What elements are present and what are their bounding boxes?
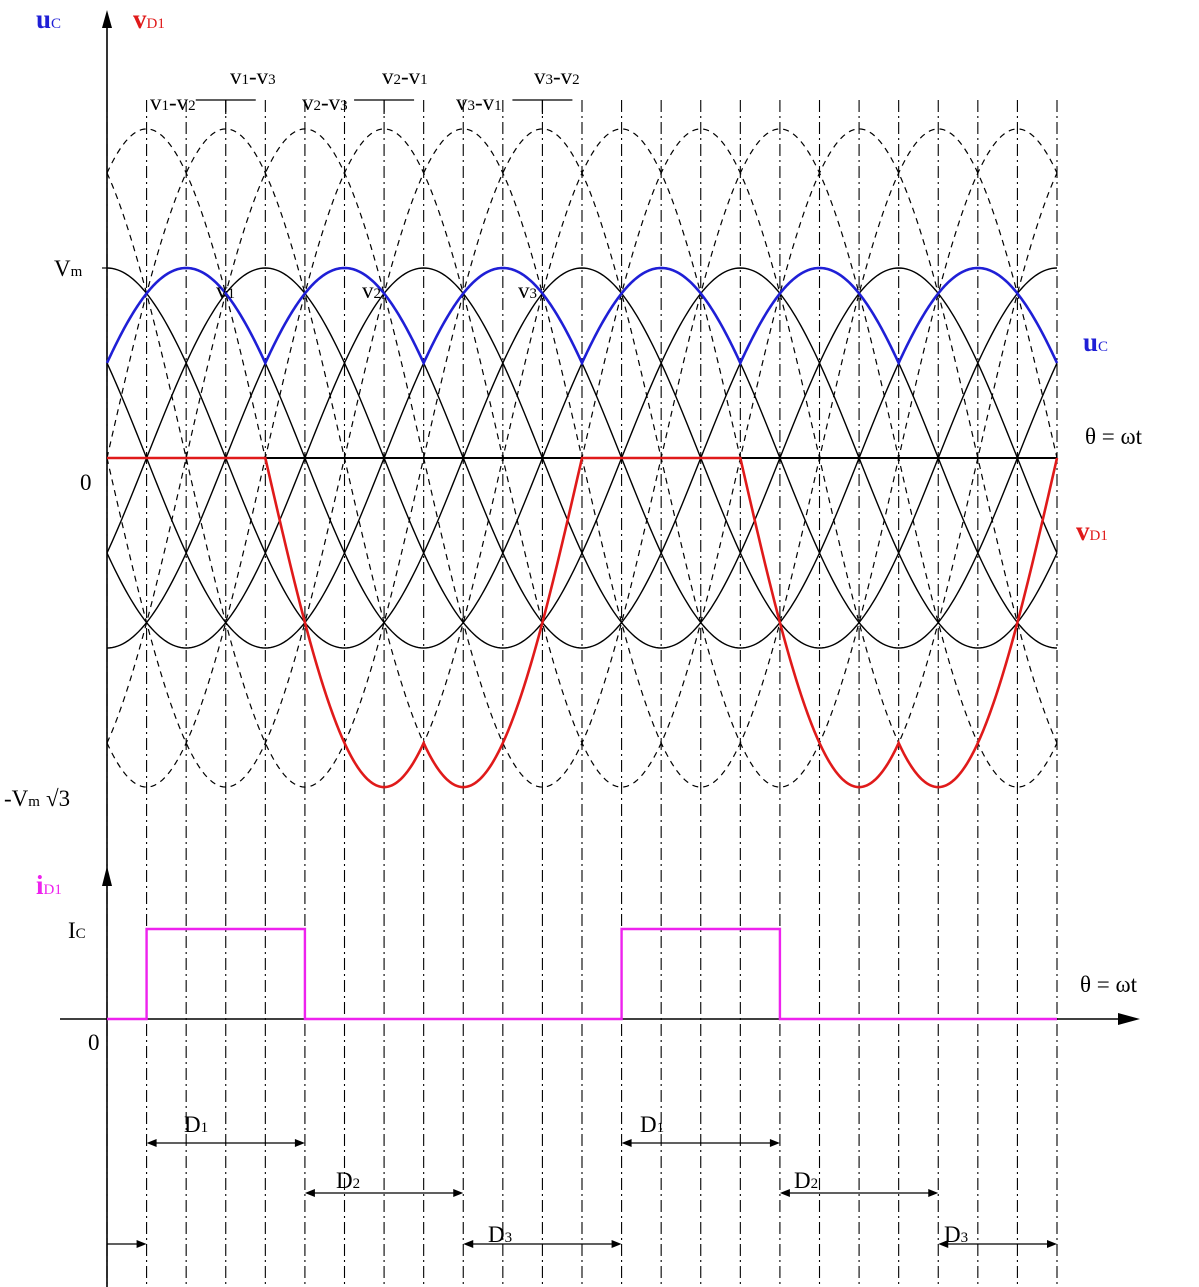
v3-label: v3	[518, 278, 537, 303]
line-label-brackets	[107, 99, 1057, 1248]
line-label-v1-v3: v1-v3	[230, 64, 276, 89]
conduction-label-d3-second: D3	[944, 1222, 968, 1247]
conduction-label-d1-second: D1	[640, 1112, 664, 1137]
lower-y-arrow	[102, 866, 112, 886]
line-label-v1-v2: v1-v2	[150, 90, 196, 115]
conduction-arrow-d3-head-left	[463, 1240, 474, 1248]
conduction-arrow-d3-second-head-left	[938, 1240, 949, 1248]
id1-axis-label: iD1	[36, 870, 62, 900]
conduction-arrow-d3-second-head-right	[1047, 1240, 1057, 1248]
upper-theta-label: θ = ωt	[1085, 424, 1143, 449]
lower-zero-label: 0	[88, 1030, 100, 1055]
vd1-curve-label: vD1	[1076, 516, 1108, 546]
upper-zero-label: 0	[80, 470, 92, 495]
conduction-arrow-d3-initial-head	[136, 1240, 147, 1248]
conduction-label-d2-second: D2	[794, 1168, 818, 1193]
line-label-v2-v1: v2-v1	[382, 64, 428, 89]
upper-y-arrow	[102, 10, 112, 28]
conduction-arrow-d2-second-head-left	[779, 1189, 790, 1197]
lower-x-arrow	[1118, 1013, 1140, 1025]
conduction-arrow-d2-head-right	[453, 1189, 464, 1197]
conduction-arrow-d3-head-right	[611, 1240, 622, 1248]
v2-label: v2	[362, 278, 381, 303]
neg-tick-label: -Vm √3	[4, 786, 70, 811]
ic-tick-label: IC	[68, 918, 86, 943]
conduction-arrow-d2-second-head-right	[928, 1189, 939, 1197]
conduction-label-d1: D1	[184, 1112, 208, 1137]
lower-theta-label: θ = ωt	[1080, 972, 1138, 997]
uc-trace	[105, 266, 1059, 367]
conduction-arrow-d1-head-left	[146, 1139, 157, 1147]
phase-curve-neg-v3	[106, 267, 1058, 649]
conduction-arrow-d1-second-head-right	[769, 1139, 780, 1147]
uc-axis-label: uC	[36, 4, 61, 34]
uc-curve-label: uC	[1083, 327, 1108, 357]
v1-label: v1	[216, 278, 235, 303]
highlighted-traces	[105, 266, 1059, 1021]
conduction-label-d3: D3	[488, 1222, 512, 1247]
conduction-arrow-d1-second-head-left	[621, 1139, 632, 1147]
id1-trace	[107, 927, 1057, 1021]
line-label-v3-v2: v3-v2	[534, 64, 580, 89]
commutation-guide-lines	[106, 100, 1058, 1287]
line-label-v3-v1: v3-v1	[456, 90, 502, 115]
vd1-trace	[107, 456, 1059, 789]
conduction-arrow-d1-head-right	[294, 1139, 305, 1147]
conduction-label-d2: D2	[336, 1168, 360, 1193]
line-label-v2-v3: v2-v3	[302, 90, 348, 115]
conduction-arrow-d2-head-left	[304, 1189, 315, 1197]
vm-tick-label: Vm	[54, 256, 83, 281]
vd1-axis-label: vD1	[133, 4, 165, 34]
